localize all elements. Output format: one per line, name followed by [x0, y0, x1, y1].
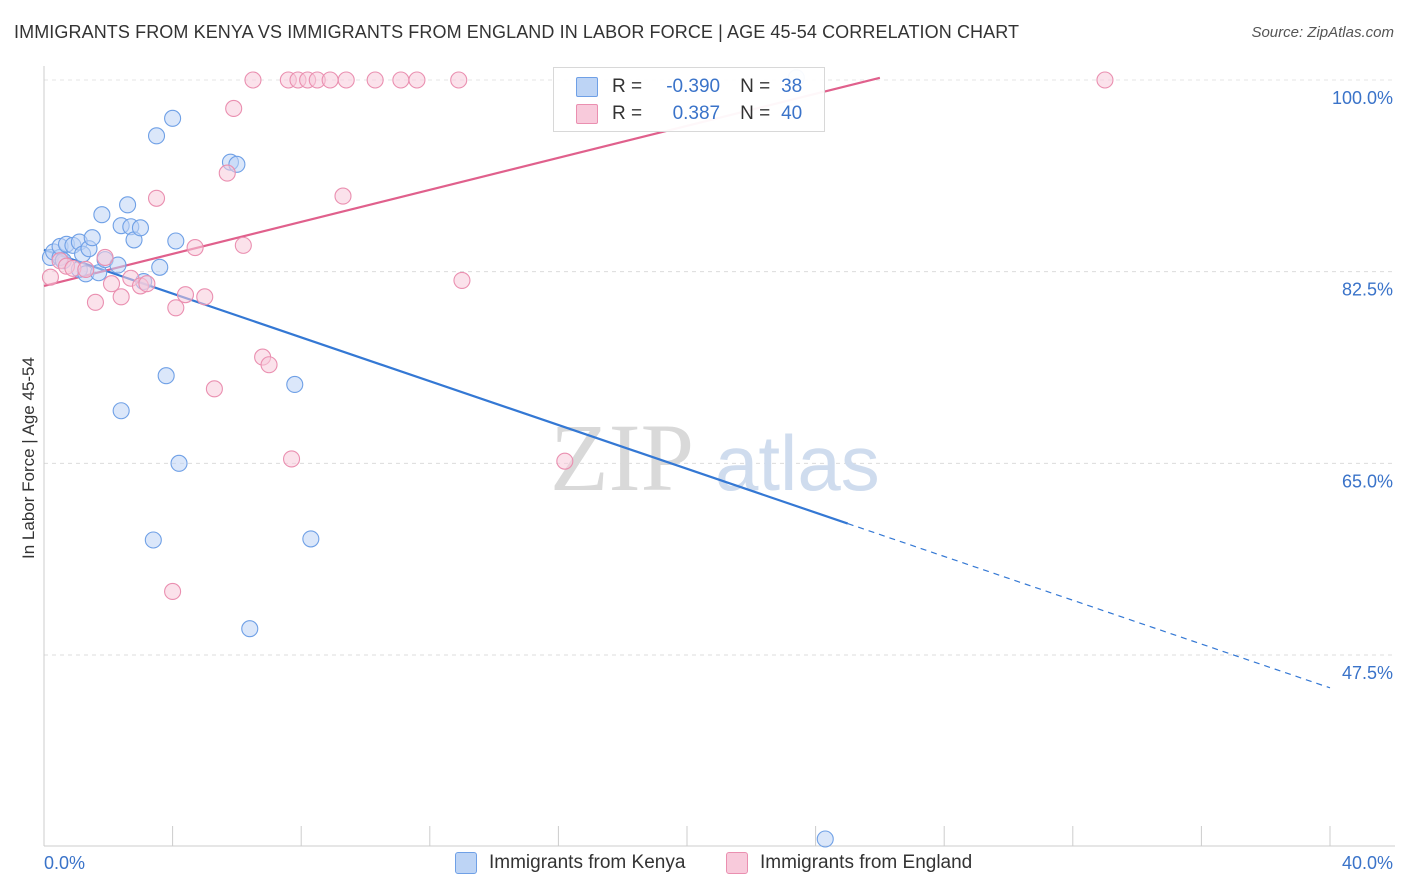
bottom-england-swatch — [726, 852, 748, 874]
england-point — [77, 260, 95, 279]
legend-row-england: R = 0.387 N = 40 — [576, 101, 802, 127]
england-r-value: 0.387 — [672, 103, 721, 124]
x-tick-label-left: 0.0% — [44, 853, 85, 873]
kenya-point — [144, 531, 162, 549]
england-point — [453, 271, 471, 289]
kenya-point — [109, 256, 127, 274]
kenya-point — [164, 109, 182, 127]
england-point — [283, 450, 301, 468]
england-point — [225, 99, 243, 118]
kenya-point — [131, 219, 149, 237]
legend-row-kenya: R = -0.390 N = 38 — [576, 74, 802, 100]
bottom-kenya-swatch — [455, 852, 477, 874]
bottom-england-label: Immigrants from England — [760, 852, 973, 873]
england-n-value: 40 — [781, 103, 803, 124]
kenya-trend-line — [43, 248, 849, 525]
kenya-trend-extension — [847, 523, 1331, 689]
england-point — [234, 236, 252, 254]
watermark-zip: ZIP — [550, 404, 694, 511]
kenya-r-label: R = — [612, 76, 643, 97]
kenya-point — [112, 402, 130, 420]
england-point — [392, 71, 410, 89]
england-point — [408, 71, 426, 89]
bottom-kenya-label: Immigrants from Kenya — [489, 852, 686, 873]
y-tick-label: 82.5% — [1342, 280, 1393, 300]
y-tick-label: 65.0% — [1342, 471, 1393, 491]
england-point — [244, 71, 262, 89]
england-point — [1096, 71, 1114, 89]
chart-title: IMMIGRANTS FROM KENYA VS IMMIGRANTS FROM… — [14, 22, 1020, 42]
england-swatch — [576, 104, 598, 124]
y-axis-label: In Labor Force | Age 45-54 — [19, 357, 38, 559]
kenya-point — [286, 375, 304, 394]
england-point — [176, 286, 195, 304]
y-tick-label: 47.5% — [1342, 663, 1393, 683]
kenya-point — [119, 196, 137, 214]
correlation-legend: R = -0.390 N = 38 R = 0.387 N = 40 — [553, 67, 825, 132]
england-point — [556, 452, 574, 470]
kenya-point — [151, 258, 169, 276]
kenya-point — [816, 830, 834, 848]
england-point — [337, 71, 355, 89]
england-point — [321, 71, 339, 89]
tick-labels: 100.0% 82.5% 65.0% 47.5% 0.0% 40.0% — [44, 88, 1393, 873]
england-point — [147, 189, 166, 207]
england-n-label: N = — [740, 103, 771, 124]
england-point — [96, 248, 114, 266]
data-points — [41, 69, 1114, 848]
england-point — [167, 299, 185, 317]
kenya-r-value: -0.390 — [666, 76, 721, 97]
kenya-point — [83, 229, 101, 247]
kenya-point — [167, 232, 185, 250]
england-point — [334, 187, 352, 205]
england-point — [138, 275, 156, 293]
kenya-point — [93, 206, 111, 224]
axes — [43, 66, 1395, 847]
england-point — [41, 268, 59, 286]
watermark: ZIP atlas — [550, 404, 880, 511]
england-r-label: R = — [612, 103, 643, 124]
kenya-swatch — [576, 77, 598, 97]
kenya-point — [147, 127, 166, 145]
england-point — [196, 288, 214, 306]
kenya-n-value: 38 — [781, 76, 803, 97]
x-tick-label-right: 40.0% — [1342, 853, 1393, 873]
kenya-point — [170, 454, 188, 472]
england-point — [112, 288, 130, 306]
y-tick-label: 100.0% — [1332, 88, 1393, 108]
kenya-point — [157, 367, 175, 385]
kenya-n-label: N = — [740, 76, 771, 97]
bottom-legend-england: Immigrants from England — [726, 852, 972, 874]
gridlines — [44, 79, 1395, 656]
england-point — [450, 71, 468, 89]
bottom-legend-kenya: Immigrants from Kenya — [455, 852, 685, 874]
kenya-point — [302, 530, 320, 548]
kenya-point — [241, 620, 259, 638]
england-point — [366, 71, 384, 89]
england-point — [186, 239, 204, 257]
watermark-atlas: atlas — [715, 419, 880, 507]
england-point — [260, 356, 278, 374]
england-point — [86, 293, 104, 311]
england-point — [102, 275, 121, 293]
source-label: Source: ZipAtlas.com — [1251, 24, 1394, 41]
england-point — [164, 582, 182, 601]
england-point — [205, 380, 223, 398]
england-point — [218, 164, 236, 182]
